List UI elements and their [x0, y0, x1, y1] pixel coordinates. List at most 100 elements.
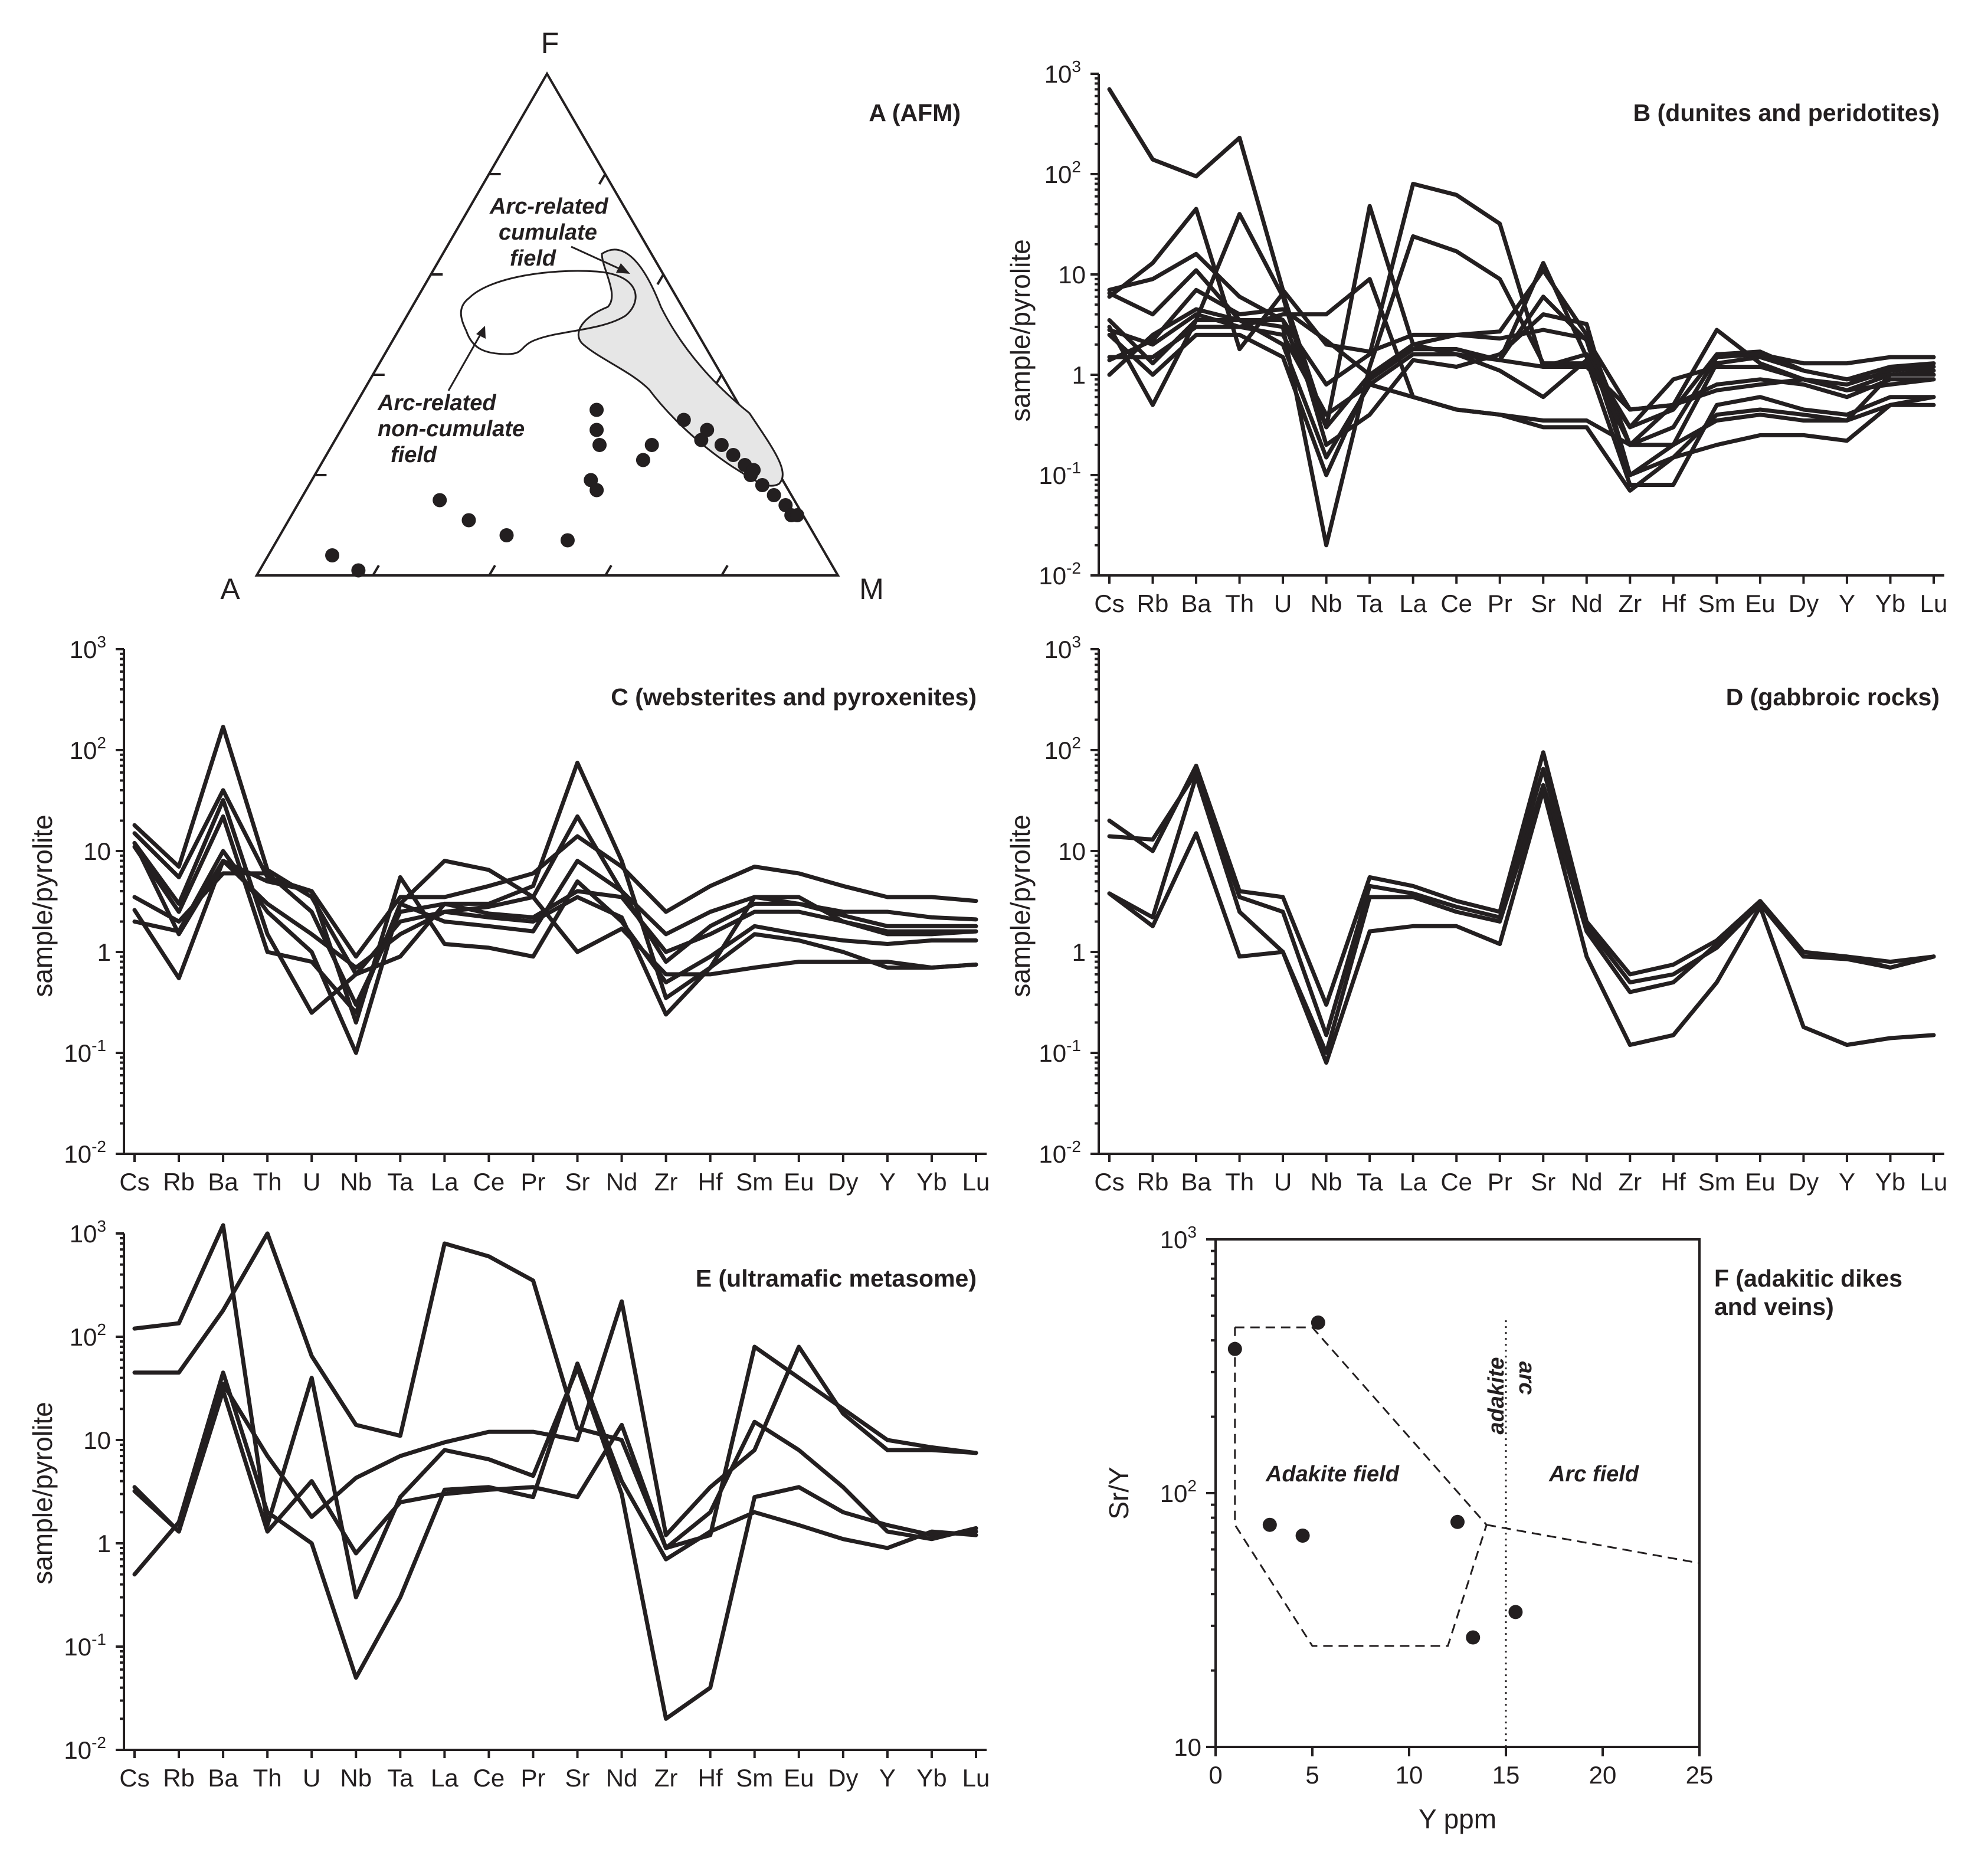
- ternary-point: [560, 533, 575, 548]
- panel-a-title: A (AFM): [869, 99, 961, 126]
- x-tick-label: Dy: [828, 1168, 858, 1196]
- ternary-tick-bottom: [488, 564, 496, 577]
- non-cumulate-arrow-head: [476, 326, 486, 339]
- x-tick-label: Eu: [784, 1764, 814, 1792]
- y-tick-label: 10-2: [64, 1137, 106, 1168]
- panel-d-ylabel: sample/pyrolite: [1005, 814, 1036, 997]
- f-y-tick-label: 102: [1160, 1477, 1197, 1507]
- x-tick-label: Cs: [1094, 1168, 1124, 1196]
- x-tick-label: Lu: [962, 1168, 990, 1196]
- x-tick-label: Ce: [1440, 1168, 1472, 1196]
- ternary-point: [499, 528, 514, 542]
- f-y-tick-label: 10: [1174, 1733, 1201, 1761]
- x-tick-label: Pr: [1488, 590, 1512, 617]
- x-tick-label: Ba: [1181, 590, 1211, 617]
- x-tick-label: Sr: [565, 1168, 590, 1196]
- x-tick-label: Cs: [119, 1168, 149, 1196]
- series-line: [132, 798, 978, 1015]
- x-tick-label: La: [1399, 1168, 1427, 1196]
- y-tick-label: 10-2: [64, 1733, 106, 1764]
- sample-point: [1262, 1517, 1277, 1532]
- x-tick-label: Nd: [1571, 590, 1603, 617]
- ternary-point: [589, 423, 604, 437]
- x-tick-label: Sm: [1698, 1168, 1735, 1196]
- ternary-tick-right: [656, 273, 664, 286]
- f-x-tick-label: 0: [1208, 1761, 1222, 1789]
- y-tick-label: 102: [1044, 734, 1081, 764]
- x-tick-label: Rb: [163, 1764, 195, 1792]
- panel-f-title: F (adakitic dikes and veins): [1714, 1265, 1909, 1320]
- f-y-tick-label: 103: [1160, 1223, 1197, 1254]
- arc-field-label: Arc field: [1548, 1462, 1639, 1487]
- x-tick-label: Yb: [1875, 590, 1905, 617]
- x-tick-label: Zr: [654, 1168, 678, 1196]
- series-line: [132, 859, 978, 1017]
- x-tick-label: Hf: [1661, 590, 1686, 617]
- x-tick-label: Nb: [340, 1764, 372, 1792]
- ternary-point: [714, 438, 729, 452]
- x-tick-label: Ta: [1357, 1168, 1383, 1196]
- panel-d-title: D (gabbroic rocks): [1726, 683, 1940, 711]
- series-line: [1107, 767, 1936, 1038]
- x-tick-label: Rb: [163, 1168, 195, 1196]
- ternary-tick-bottom: [720, 564, 729, 577]
- panel-c-spider: C (websterites and pyroxenites) sample/p…: [27, 633, 990, 1196]
- sample-point: [1295, 1529, 1310, 1543]
- x-tick-label: U: [1274, 590, 1292, 617]
- x-tick-label: Lu: [962, 1764, 990, 1792]
- x-tick-label: Y: [1839, 1168, 1855, 1196]
- sample-point: [1466, 1630, 1481, 1645]
- vertex-label-m: M: [859, 572, 884, 606]
- ternary-tick-right: [598, 173, 607, 185]
- x-tick-label: Lu: [1920, 1168, 1948, 1196]
- vertex-label-a: A: [220, 572, 240, 606]
- x-tick-label: Eu: [784, 1168, 814, 1196]
- x-tick-label: Yb: [1875, 1168, 1905, 1196]
- ternary-triangle: [254, 71, 840, 577]
- x-tick-label: Ta: [387, 1168, 414, 1196]
- panel-f-ylabel: Sr/Y: [1103, 1467, 1134, 1519]
- x-tick-label: Pr: [1488, 1168, 1512, 1196]
- series-line: [1107, 294, 1936, 477]
- x-tick-label: Y: [1839, 590, 1855, 617]
- x-tick-label: Nb: [1311, 590, 1342, 617]
- y-tick-label: 1: [1072, 938, 1086, 966]
- x-tick-label: Th: [1225, 1168, 1254, 1196]
- series-line: [132, 1223, 978, 1721]
- x-tick-label: La: [1399, 590, 1427, 617]
- x-tick-label: Ta: [1357, 590, 1383, 617]
- series-line: [132, 849, 978, 1055]
- x-tick-label: Cs: [119, 1764, 149, 1792]
- x-tick-label: Ce: [1440, 590, 1472, 617]
- series-line: [1107, 182, 1936, 412]
- x-tick-label: U: [303, 1168, 320, 1196]
- f-x-tick-label: 10: [1396, 1761, 1423, 1789]
- x-tick-label: Nb: [340, 1168, 372, 1196]
- ternary-points: [325, 402, 804, 578]
- y-tick-label: 10: [83, 837, 111, 865]
- ternary-point: [644, 438, 659, 452]
- ternary-point: [767, 488, 781, 502]
- x-tick-label: Ba: [208, 1168, 238, 1196]
- series-line: [1107, 234, 1936, 548]
- x-tick-label: Hf: [698, 1764, 723, 1792]
- x-tick-label: Zr: [1618, 1168, 1642, 1196]
- y-tick-label: 10-1: [1039, 1036, 1081, 1067]
- x-tick-label: Th: [1225, 590, 1254, 617]
- x-tick-label: Nd: [606, 1764, 638, 1792]
- series-line: [132, 1299, 978, 1537]
- x-tick-label: Eu: [1745, 1168, 1775, 1196]
- f-x-tick-label: 5: [1305, 1761, 1319, 1789]
- ternary-tick-bottom: [372, 564, 380, 577]
- x-tick-label: Sm: [736, 1764, 773, 1792]
- y-tick-label: 102: [70, 734, 106, 764]
- series-line: [132, 1389, 978, 1556]
- panel-d-spider: D (gabbroic rocks) sample/pyrolite 10-2 1…: [1005, 633, 1947, 1196]
- x-tick-label: Sr: [565, 1764, 590, 1792]
- series-line: [132, 871, 978, 1007]
- y-tick-label: 10-2: [1039, 559, 1081, 590]
- x-tick-label: Y: [879, 1168, 896, 1196]
- divider-adakite-label: adakite: [1484, 1357, 1509, 1435]
- x-tick-label: La: [431, 1764, 458, 1792]
